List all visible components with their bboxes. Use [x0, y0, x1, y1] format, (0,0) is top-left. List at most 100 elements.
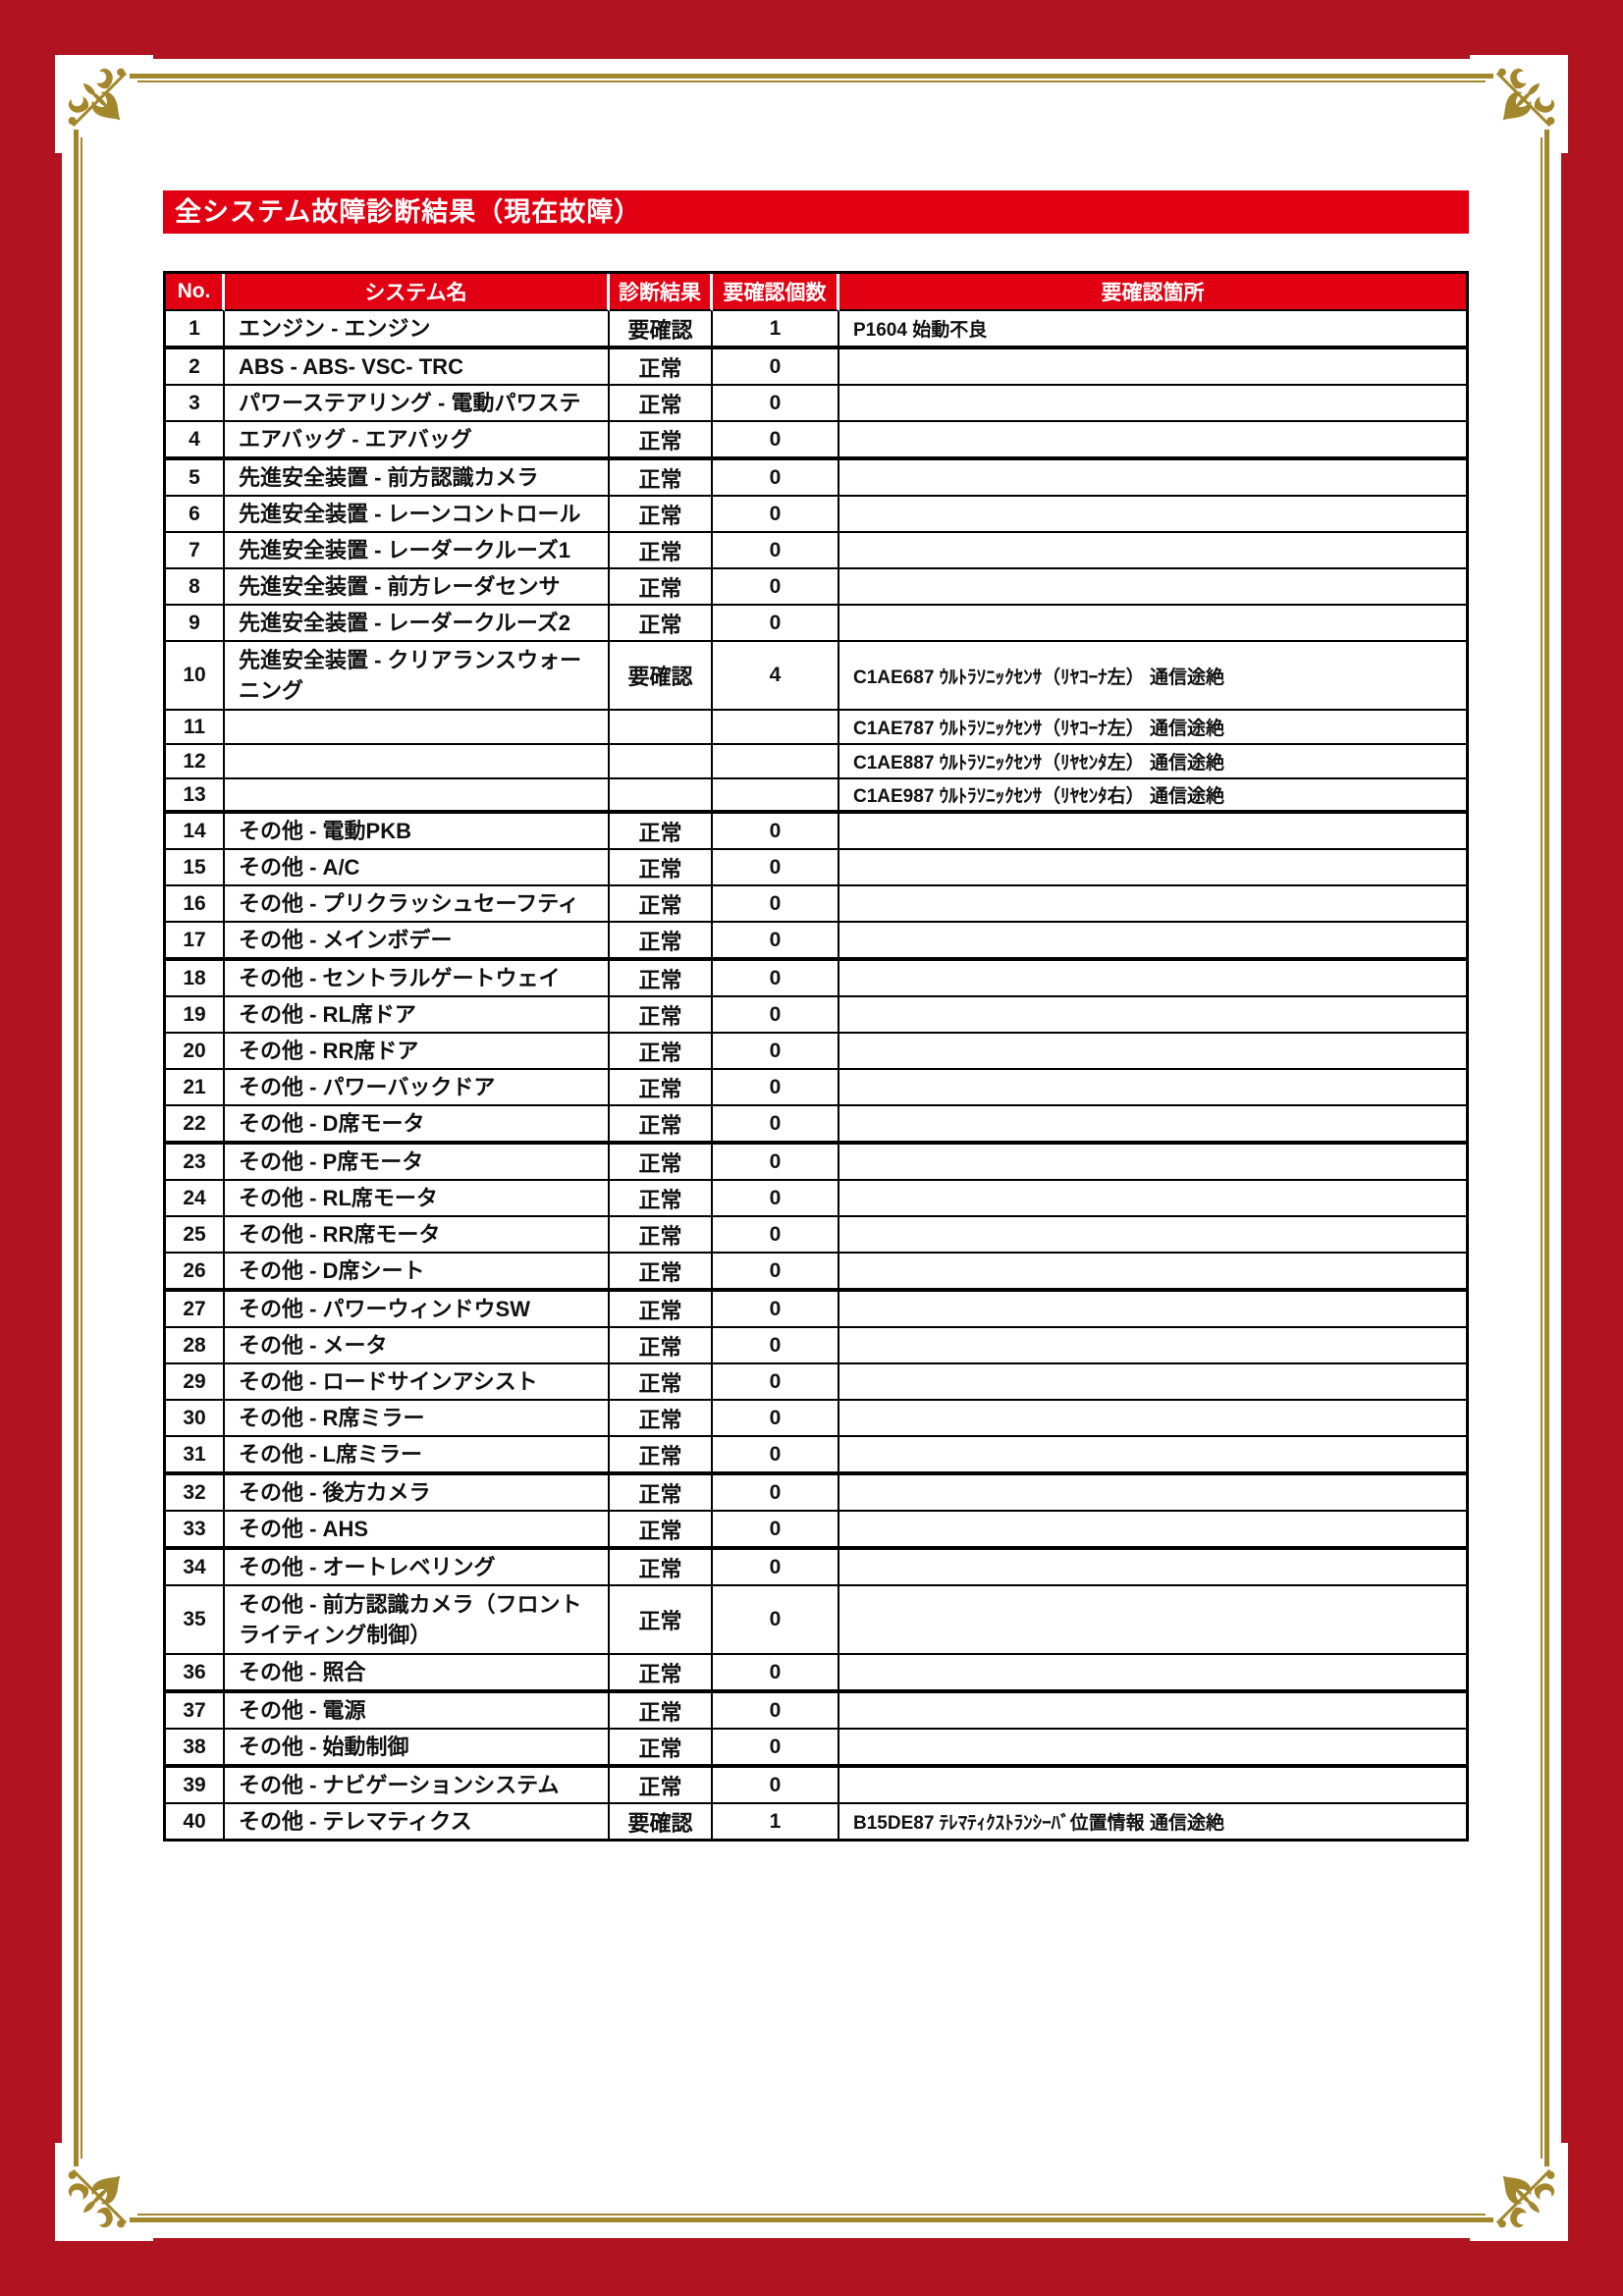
- cell-no: 40: [166, 1804, 225, 1839]
- cell-detail: [839, 497, 1466, 533]
- cell-system: エンジン - エンジン: [225, 311, 610, 349]
- cell-system: その他 - P席モータ: [225, 1145, 610, 1181]
- table-row: 24 その他 - RL席モータ 正常 0: [166, 1181, 1466, 1217]
- cell-no: 23: [166, 1145, 225, 1181]
- table-row: 14 その他 - 電動PKB 正常 0: [166, 814, 1466, 850]
- cell-result: 正常: [610, 460, 713, 497]
- cell-no: 32: [166, 1475, 225, 1512]
- cell-result: 正常: [610, 1730, 713, 1768]
- cell-no: 26: [166, 1254, 225, 1292]
- table-row: 10 先進安全装置 - クリアランスウォーニング 要確認 4 C1AE687 ｳﾙﾄﾗｿ…: [166, 642, 1466, 711]
- cell-result: 正常: [610, 1217, 713, 1254]
- cell-no: 8: [166, 569, 225, 606]
- table-row: 12 C1AE887 ｳﾙﾄﾗｿﾆｯｸｾﾝｻ（ﾘﾔｾﾝﾀ左） 通信途絶: [166, 745, 1466, 779]
- cell-result: 正常: [610, 1512, 713, 1550]
- cell-result: [610, 779, 713, 814]
- table-row: 36 その他 - 照合 正常 0: [166, 1655, 1466, 1693]
- table-row: 34 その他 - オートレベリング 正常 0: [166, 1550, 1466, 1586]
- cell-system: 先進安全装置 - レーンコントロール: [225, 497, 610, 533]
- cell-count: 0: [713, 1475, 839, 1512]
- cell-count: 0: [713, 460, 839, 497]
- cell-system: その他 - AHS: [225, 1512, 610, 1550]
- cell-count: 0: [713, 1254, 839, 1292]
- cell-result: 正常: [610, 569, 713, 606]
- cell-system: 先進安全装置 - レーダークルーズ1: [225, 533, 610, 569]
- cell-result: 正常: [610, 1254, 713, 1292]
- cell-result: 正常: [610, 1181, 713, 1217]
- cell-no: 9: [166, 606, 225, 642]
- cell-no: 5: [166, 460, 225, 497]
- cell-system: その他 - ロードサインアシスト: [225, 1364, 610, 1401]
- cell-detail: [839, 1070, 1466, 1106]
- cell-count: 0: [713, 1655, 839, 1693]
- cell-no: 31: [166, 1437, 225, 1475]
- cell-result: 正常: [610, 850, 713, 886]
- table-row: 4 エアバッグ - エアバッグ 正常 0: [166, 422, 1466, 460]
- cell-system: ABS - ABS- VSC- TRC: [225, 349, 610, 386]
- cell-system: その他 - 電源: [225, 1693, 610, 1730]
- cell-count: 0: [713, 1693, 839, 1730]
- cell-detail: [839, 1254, 1466, 1292]
- cell-count: 0: [713, 422, 839, 460]
- cell-system: その他 - RR席モータ: [225, 1217, 610, 1254]
- cell-no: 39: [166, 1768, 225, 1804]
- table-row: 29 その他 - ロードサインアシスト 正常 0: [166, 1364, 1466, 1401]
- cell-result: 正常: [610, 1070, 713, 1106]
- table-row: 25 その他 - RR席モータ 正常 0: [166, 1217, 1466, 1254]
- page-title: 全システム故障診断結果（現在故障）: [163, 190, 1469, 234]
- cell-count: 0: [713, 349, 839, 386]
- cell-no: 12: [166, 745, 225, 779]
- cell-detail: [839, 1217, 1466, 1254]
- cell-detail: [839, 850, 1466, 886]
- table-row: 3 パワーステアリング - 電動パワステ 正常 0: [166, 386, 1466, 422]
- cell-count: 0: [713, 1181, 839, 1217]
- cell-system: その他 - パワーウィンドウSW: [225, 1292, 610, 1328]
- cell-system: その他 - ナビゲーションシステム: [225, 1768, 610, 1804]
- cell-no: 27: [166, 1292, 225, 1328]
- cell-no: 37: [166, 1693, 225, 1730]
- table-row: 22 その他 - D席モータ 正常 0: [166, 1106, 1466, 1145]
- cell-detail: [839, 961, 1466, 997]
- cell-result: 正常: [610, 1693, 713, 1730]
- cell-result: 正常: [610, 1475, 713, 1512]
- cell-count: 0: [713, 1730, 839, 1768]
- cell-no: 4: [166, 422, 225, 460]
- cell-result: 正常: [610, 1550, 713, 1586]
- cell-detail: [839, 1328, 1466, 1364]
- table-row: 40 その他 - テレマティクス 要確認 1 B15DE87 ﾃﾚﾏﾃｨｸｽﾄﾗﾝｼｰﾊ…: [166, 1804, 1466, 1839]
- table-row: 33 その他 - AHS 正常 0: [166, 1512, 1466, 1550]
- cell-count: 0: [713, 497, 839, 533]
- cell-system: [225, 779, 610, 814]
- cell-result: 正常: [610, 422, 713, 460]
- cell-count: 0: [713, 1145, 839, 1181]
- table-row: 21 その他 - パワーバックドア 正常 0: [166, 1070, 1466, 1106]
- cell-count: 0: [713, 1437, 839, 1475]
- diagnosis-table-body: 1 エンジン - エンジン 要確認 1 P1604 始動不良 2 ABS - ABS- VS…: [166, 311, 1466, 1839]
- table-row: 28 その他 - メータ 正常 0: [166, 1328, 1466, 1364]
- cell-count: [713, 745, 839, 779]
- cell-count: 0: [713, 886, 839, 923]
- table-row: 15 その他 - A/C 正常 0: [166, 850, 1466, 886]
- cell-count: 0: [713, 1070, 839, 1106]
- cell-system: その他 - RL席ドア: [225, 997, 610, 1034]
- cell-system: [225, 711, 610, 745]
- cell-detail: [839, 1181, 1466, 1217]
- corner-ornament-icon: [55, 2143, 153, 2241]
- cell-result: 要確認: [610, 1804, 713, 1839]
- cell-result: 正常: [610, 533, 713, 569]
- cell-count: 4: [713, 642, 839, 711]
- cell-detail: [839, 1145, 1466, 1181]
- cell-detail: [839, 1437, 1466, 1475]
- cell-result: 要確認: [610, 311, 713, 349]
- cell-result: 正常: [610, 349, 713, 386]
- cell-no: 17: [166, 923, 225, 961]
- cell-detail: [839, 1292, 1466, 1328]
- cell-system: エアバッグ - エアバッグ: [225, 422, 610, 460]
- cell-count: 1: [713, 311, 839, 349]
- cell-no: 20: [166, 1034, 225, 1070]
- cell-detail: C1AE787 ｳﾙﾄﾗｿﾆｯｸｾﾝｻ（ﾘﾔｺｰﾅ左） 通信途絶: [839, 711, 1466, 745]
- cell-detail: C1AE887 ｳﾙﾄﾗｿﾆｯｸｾﾝｻ（ﾘﾔｾﾝﾀ左） 通信途絶: [839, 745, 1466, 779]
- cell-count: 0: [713, 1034, 839, 1070]
- cell-detail: [839, 1106, 1466, 1145]
- table-row: 2 ABS - ABS- VSC- TRC 正常 0: [166, 349, 1466, 386]
